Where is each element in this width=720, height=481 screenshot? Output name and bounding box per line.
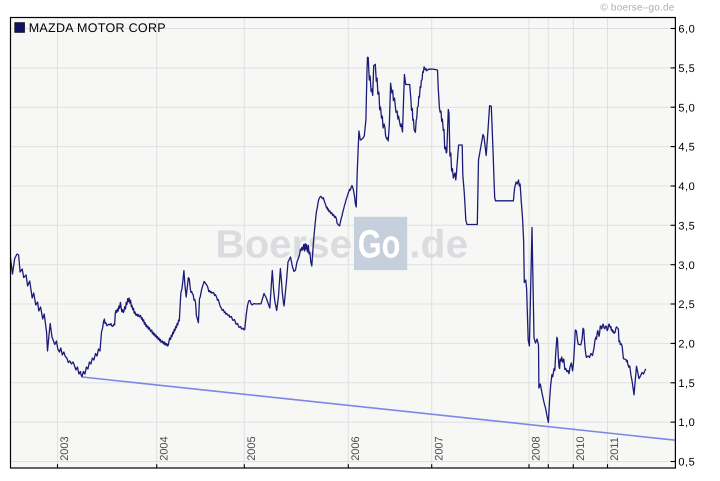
svg-text:2005: 2005 — [246, 436, 258, 460]
svg-text:1,5: 1,5 — [678, 378, 695, 390]
svg-text:5,5: 5,5 — [678, 63, 695, 75]
svg-text:3,5: 3,5 — [678, 220, 695, 232]
svg-text:2007: 2007 — [433, 436, 445, 460]
svg-text:4,0: 4,0 — [678, 181, 695, 193]
svg-text:0,5: 0,5 — [678, 457, 695, 469]
svg-text:6,0: 6,0 — [678, 24, 695, 36]
svg-text:2006: 2006 — [350, 436, 362, 460]
svg-text:2004: 2004 — [158, 436, 170, 460]
svg-text:1,0: 1,0 — [678, 417, 695, 429]
svg-text:3,0: 3,0 — [678, 260, 695, 272]
svg-text:4,5: 4,5 — [678, 142, 695, 154]
svg-text:2,5: 2,5 — [678, 299, 695, 311]
svg-text:2010: 2010 — [575, 436, 587, 460]
svg-text:Go: Go — [358, 222, 401, 266]
svg-text:2011: 2011 — [609, 437, 621, 461]
svg-text:5,0: 5,0 — [678, 102, 695, 114]
svg-text:.de: .de — [409, 222, 468, 266]
svg-text:Boerse: Boerse — [216, 222, 353, 266]
svg-text:2003: 2003 — [59, 436, 71, 460]
svg-text:© boerse–go.de: © boerse–go.de — [600, 2, 674, 13]
svg-text:2,0: 2,0 — [678, 339, 695, 351]
svg-text:MAZDA MOTOR CORP: MAZDA MOTOR CORP — [29, 21, 166, 35]
svg-text:2008: 2008 — [531, 436, 543, 460]
